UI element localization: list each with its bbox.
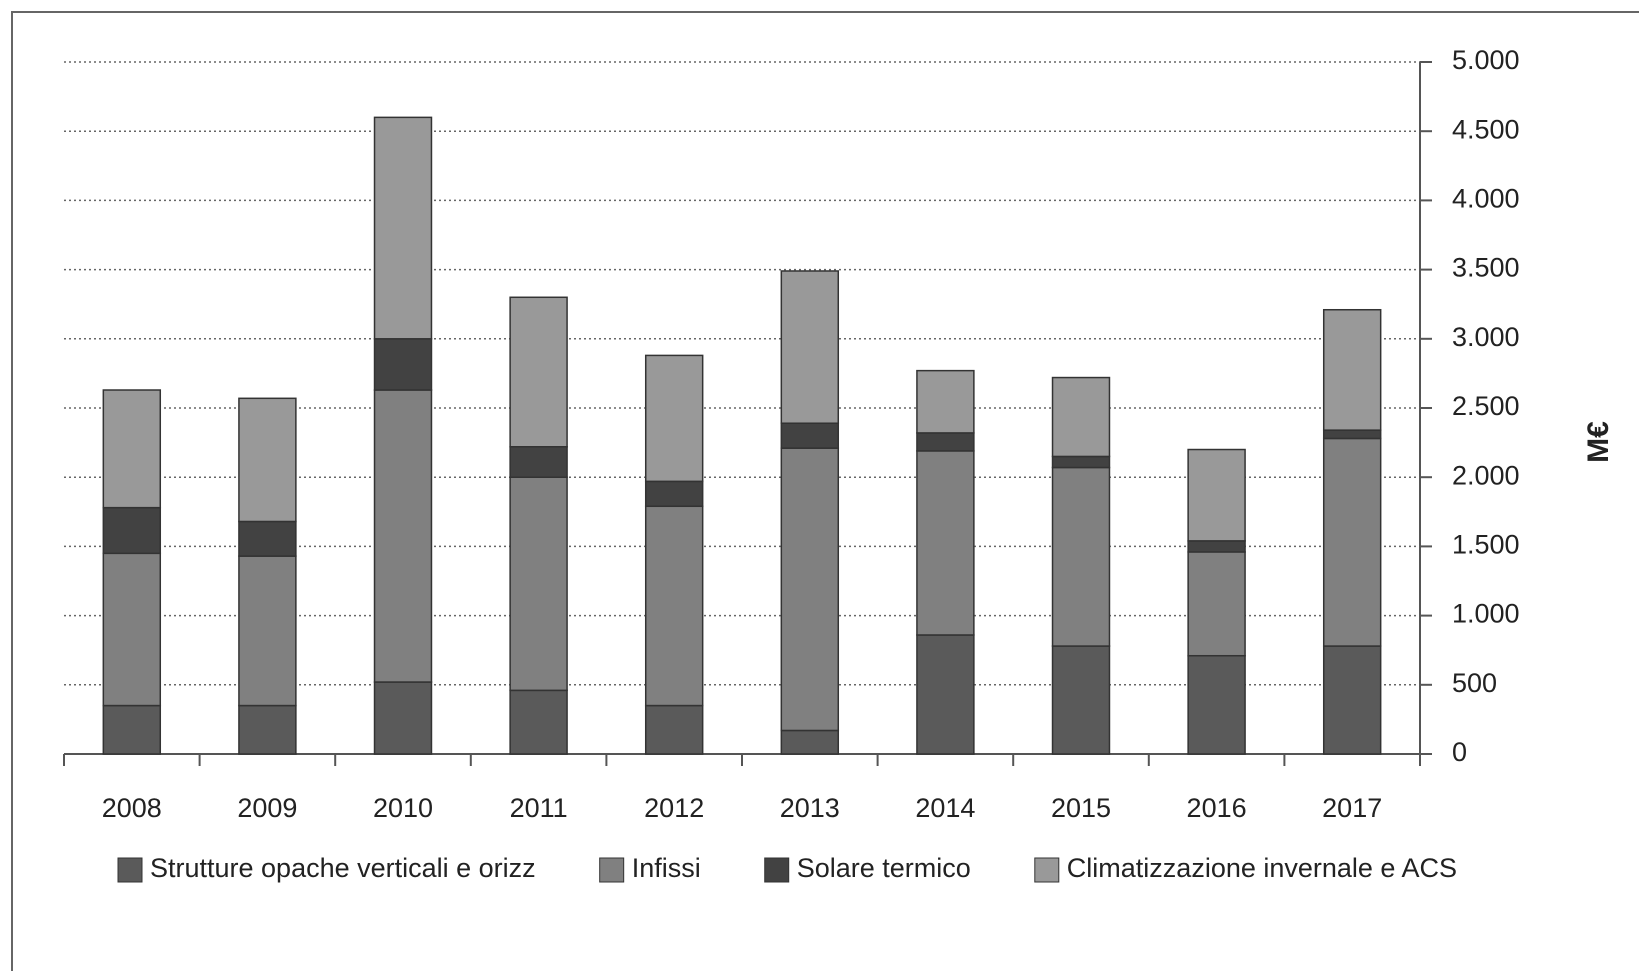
y-tick-label: 3.000 (1452, 322, 1520, 352)
bar-segment (1187, 448, 1246, 542)
bar-segment (1051, 376, 1111, 458)
bar-segment (102, 389, 162, 509)
bar-segment (238, 397, 297, 523)
bar-segment (1187, 551, 1246, 657)
bar-segment (780, 422, 840, 449)
bar-segment (509, 296, 568, 448)
x-tick-label: 2009 (237, 793, 297, 823)
bar-segment (1187, 654, 1246, 755)
x-tick-label: 2016 (1187, 793, 1247, 823)
bar-segment (644, 505, 704, 707)
bar-segment (644, 704, 704, 755)
x-tick-label: 2011 (510, 793, 568, 823)
x-tick-label: 2015 (1051, 793, 1111, 823)
y-axis-label: M€ (1582, 421, 1615, 463)
bar-segment (1051, 455, 1111, 469)
bar-segment (102, 552, 162, 707)
bar-segment (102, 704, 162, 755)
y-tick-label: 4.500 (1452, 114, 1520, 144)
y-tick-label: 0 (1452, 737, 1467, 767)
bar-segment (1051, 645, 1111, 755)
y-tick-label: 1.500 (1452, 530, 1520, 560)
bar-segment (916, 634, 975, 755)
bar-segment (780, 270, 840, 424)
bar-segment (238, 555, 297, 707)
bar-segment (916, 450, 975, 636)
bar-segment (238, 704, 297, 755)
bar-segment (509, 689, 568, 755)
y-tick-label: 500 (1452, 668, 1497, 698)
bar-segment (1187, 540, 1246, 553)
bar-segment (1051, 466, 1111, 647)
bar-segment (1322, 437, 1382, 647)
bar-segment (644, 354, 704, 483)
bar-segment (644, 480, 704, 508)
legend-swatch (117, 857, 143, 883)
legend-swatch (599, 857, 625, 883)
bar-segment (1322, 645, 1382, 755)
y-tick-label: 1.000 (1452, 599, 1520, 629)
legend-swatch (1034, 857, 1060, 883)
bar-segment (1322, 308, 1382, 431)
chart-frame (11, 11, 1639, 971)
y-tick-label: 2.000 (1452, 460, 1520, 490)
bar-segment (373, 681, 433, 755)
legend-swatch (764, 857, 790, 883)
bar-segment (373, 338, 433, 391)
legend-label: Strutture opache verticali e orizz (150, 853, 536, 883)
legend-label: Climatizzazione invernale e ACS (1067, 853, 1457, 883)
bar-segment (780, 447, 840, 732)
y-tick-label: 5.000 (1452, 45, 1520, 75)
x-tick-label: 2012 (644, 793, 704, 823)
legend-label: Infissi (632, 853, 701, 883)
bar-segment (916, 432, 975, 452)
x-tick-label: 2013 (780, 793, 840, 823)
x-tick-label: 2017 (1322, 793, 1382, 823)
y-tick-label: 3.500 (1452, 253, 1520, 283)
bar-segment (1322, 429, 1382, 440)
y-tick-label: 4.000 (1452, 184, 1520, 214)
x-tick-label: 2010 (373, 793, 433, 823)
bar-segment (373, 116, 433, 340)
y-tick-label: 2.500 (1452, 391, 1520, 421)
bar-segment (238, 520, 297, 557)
bar-segment (102, 506, 162, 555)
bar-segment (780, 729, 840, 755)
x-tick-label: 2014 (915, 793, 975, 823)
legend-label: Solare termico (797, 853, 971, 883)
bar-segment (509, 446, 568, 478)
bar-segment (916, 369, 975, 434)
bar-segment (509, 476, 568, 692)
x-tick-label: 2008 (102, 793, 162, 823)
bar-segment (373, 389, 433, 683)
